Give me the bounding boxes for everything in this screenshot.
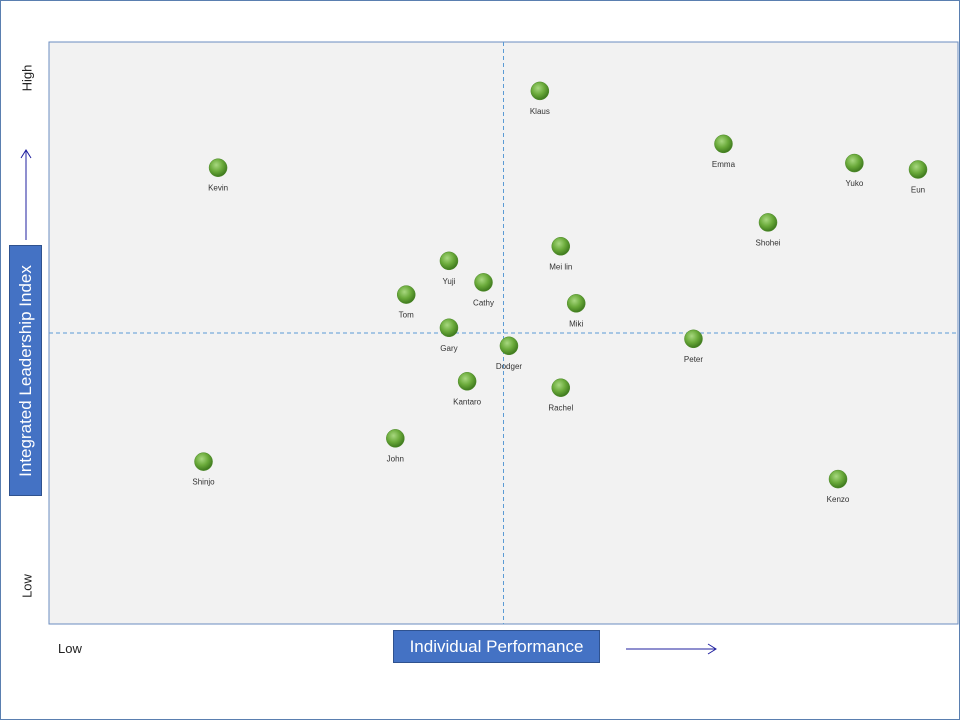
y-axis-low-label: Low <box>19 574 35 598</box>
point-label: John <box>387 454 404 463</box>
data-point <box>684 329 703 349</box>
data-point <box>499 336 519 356</box>
data-point <box>530 81 550 101</box>
point-label: Miki <box>569 319 583 328</box>
data-point <box>439 318 459 338</box>
data-point <box>194 452 213 471</box>
point-label: Kevin <box>208 184 228 193</box>
point-label: Kantaro <box>453 397 482 406</box>
data-point <box>828 469 848 489</box>
x-axis-title: Individual Performance <box>393 630 600 663</box>
point-label: Emma <box>712 160 736 169</box>
point-label: Peter <box>684 355 703 364</box>
points-layer: Klaus Kevin Emma Yuko Eun Shohei Mei lin Yuji Ca… <box>192 81 928 504</box>
point-label: Tom <box>399 311 414 320</box>
point-label: Dodger <box>496 362 523 371</box>
data-point <box>758 213 778 232</box>
data-point <box>845 153 864 173</box>
data-point <box>714 134 733 154</box>
point-label: Shinjo <box>192 478 215 487</box>
data-point <box>396 285 416 304</box>
point-label: Shohei <box>756 238 781 247</box>
point-label: Kenzo <box>827 495 850 504</box>
point-label: Eun <box>911 185 925 194</box>
data-point <box>551 237 571 256</box>
point-label: Klaus <box>530 107 550 116</box>
data-point <box>474 273 493 292</box>
y-axis-title: Integrated Leadership Index <box>9 245 42 496</box>
point-label: Yuko <box>845 179 863 188</box>
x-axis-arrow-head <box>707 643 717 655</box>
y-axis-high-label: High <box>19 64 35 92</box>
data-point <box>566 294 586 313</box>
point-label: Yuji <box>443 277 456 286</box>
point-label: Cathy <box>473 298 494 307</box>
y-axis-arrow-head <box>20 149 32 159</box>
data-point <box>208 158 228 177</box>
point-label: Gary <box>440 344 457 353</box>
x-axis-low-label: Low <box>58 641 82 656</box>
data-point <box>386 429 405 448</box>
data-point <box>457 372 477 391</box>
data-point <box>439 251 459 271</box>
data-point <box>551 378 571 397</box>
data-point <box>908 160 928 179</box>
point-label: Rachel <box>548 404 573 413</box>
point-label: Mei lin <box>549 262 572 271</box>
